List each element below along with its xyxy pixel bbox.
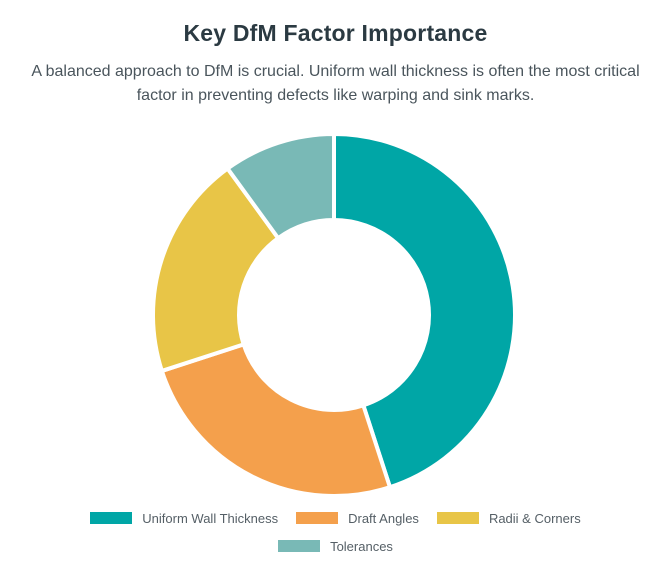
legend-swatch bbox=[296, 512, 339, 524]
slice-tolerances[interactable] bbox=[224, 131, 336, 241]
legend-label: Uniform Wall Thickness bbox=[142, 510, 279, 526]
chart-subtitle: A balanced approach to DfM is crucial. U… bbox=[31, 63, 640, 104]
legend-label: Draft Angles bbox=[348, 510, 419, 526]
slice-radii-and-corners[interactable] bbox=[151, 165, 281, 374]
slice-draft-angles[interactable] bbox=[159, 341, 393, 498]
slice-uniform-wall-thickness[interactable] bbox=[332, 131, 517, 490]
legend-swatch bbox=[436, 512, 479, 524]
legend-swatch bbox=[278, 540, 321, 552]
chart-legend: Uniform Wall Thickness Draft Angles Radii … bbox=[0, 508, 671, 556]
chart-title: Key DfM Factor Importance bbox=[183, 20, 488, 46]
legend-label: Radii & Corners bbox=[488, 510, 581, 526]
doughnut-slices bbox=[151, 131, 517, 498]
legend-swatch bbox=[90, 512, 133, 524]
doughnut-chart bbox=[151, 131, 517, 498]
legend-item-radii-and-corners[interactable]: Radii & Corners bbox=[436, 508, 581, 528]
legend-label: Tolerances bbox=[330, 538, 393, 554]
legend-item-tolerances[interactable]: Tolerances bbox=[278, 536, 393, 556]
legend-item-draft-angles[interactable]: Draft Angles bbox=[296, 508, 419, 528]
legend-item-uniform-wall-thickness[interactable]: Uniform Wall Thickness bbox=[90, 508, 278, 528]
